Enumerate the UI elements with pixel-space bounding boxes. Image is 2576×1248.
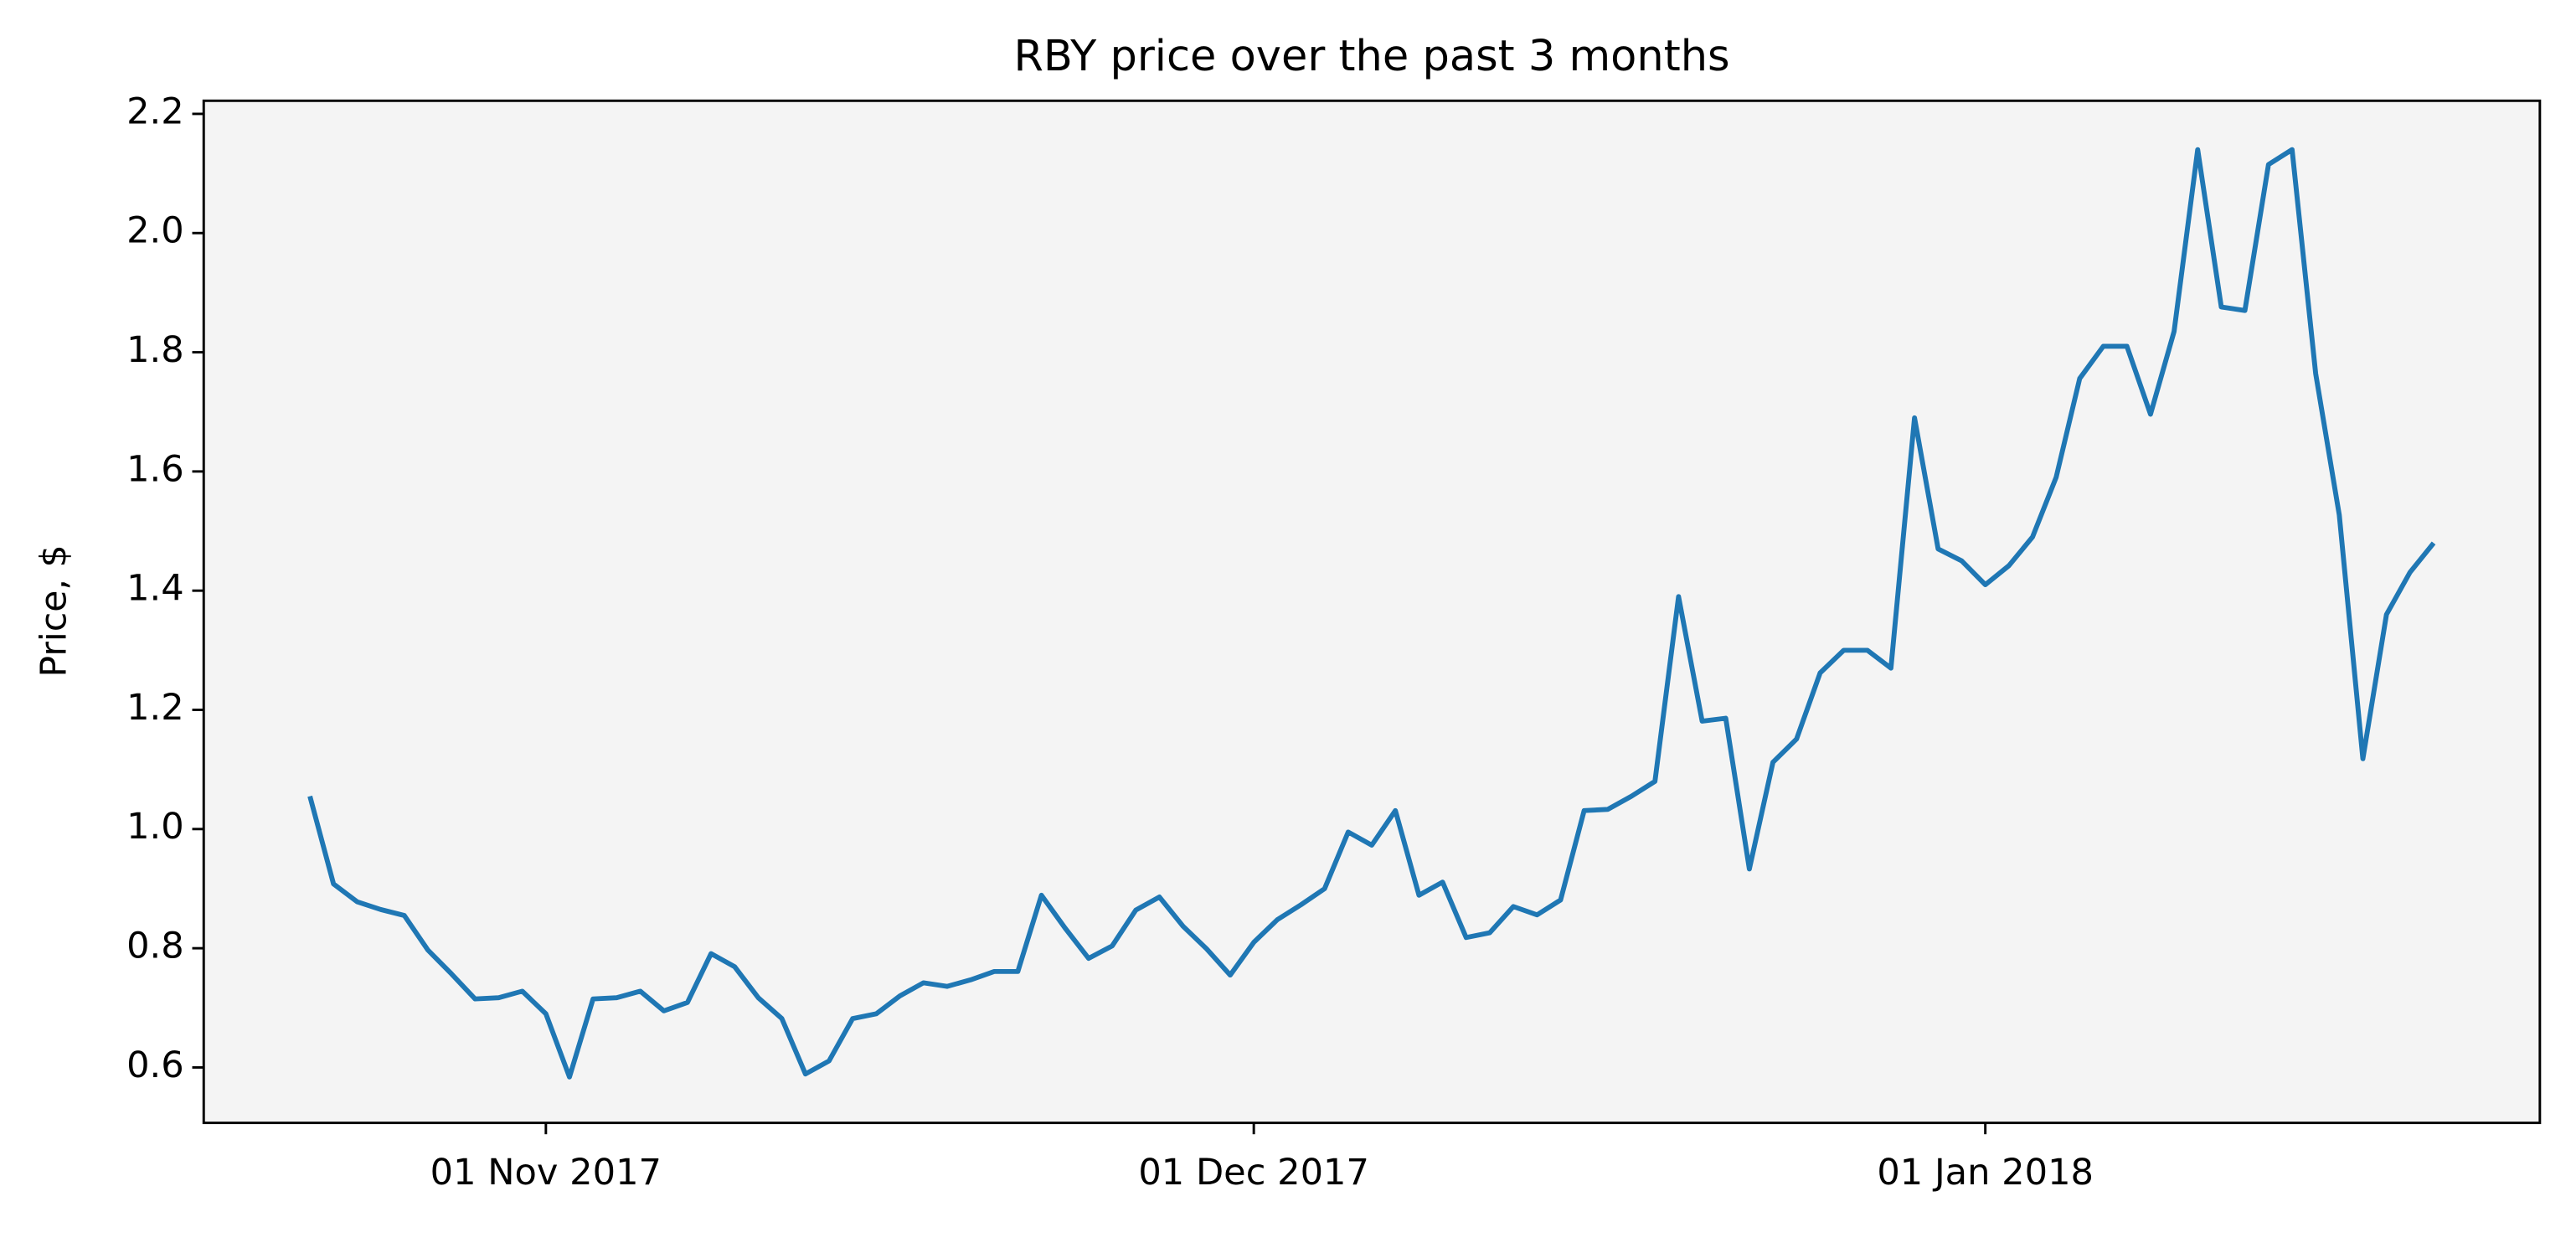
y-tick-label: 1.2 xyxy=(126,687,184,729)
y-tick-label: 1.8 xyxy=(126,329,184,371)
x-tick-label: 01 Nov 2017 xyxy=(430,1152,662,1194)
y-tick-label: 1.0 xyxy=(126,806,184,848)
y-tick-label: 1.6 xyxy=(126,449,184,491)
x-tick-label: 01 Jan 2018 xyxy=(1877,1152,2094,1194)
y-tick-label: 1.4 xyxy=(126,568,184,610)
x-tick-label: 01 Dec 2017 xyxy=(1138,1152,1369,1194)
plot-area xyxy=(204,101,2540,1123)
axes-frame xyxy=(202,99,2542,1125)
y-axis-label: Price, $ xyxy=(33,544,75,677)
y-tick-label: 2.0 xyxy=(126,210,184,252)
y-tick-label: 0.6 xyxy=(126,1044,184,1086)
y-tick-label: 2.2 xyxy=(126,91,184,133)
y-tick-label: 0.8 xyxy=(126,926,184,967)
price-line xyxy=(307,147,2436,1080)
chart-title: RBY price over the past 3 months xyxy=(1013,31,1729,80)
